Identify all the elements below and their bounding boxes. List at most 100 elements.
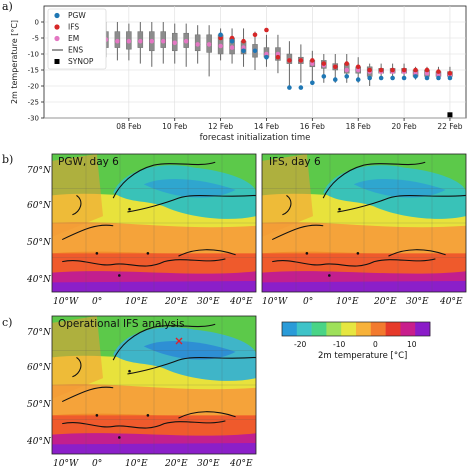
ifs-point	[413, 67, 418, 73]
lat-label-40-c: 40°N	[27, 437, 51, 447]
map-station-marker	[95, 414, 99, 417]
legend-marker-em	[54, 35, 60, 42]
colorbar-tick-m20: -20	[294, 340, 307, 349]
xtick-label: 12 Feb	[208, 122, 233, 131]
ytick-label: -15	[28, 67, 39, 75]
map-frame	[51, 315, 257, 455]
em-point	[218, 43, 223, 49]
ensemble-boxplot-chart: 0 -5 -10 -15 -20 -25 -30 08 Feb 10 Feb 12 Feb 14 F…	[10, 5, 467, 143]
colorbar-segment	[356, 322, 372, 336]
lon-label-40e: 40°E	[230, 297, 253, 307]
map-station-marker	[328, 274, 331, 277]
legend-marker-ifs	[54, 24, 60, 30]
lat-label-70-c: 70°N	[27, 328, 51, 338]
pgw-point	[424, 75, 430, 81]
colorbar-label: 2m temperature [°C]	[318, 351, 408, 361]
pgw-point	[229, 38, 235, 44]
xtick-label: 14 Feb	[254, 122, 279, 131]
em-point	[264, 51, 269, 57]
map-station-marker	[146, 414, 150, 417]
em-point	[310, 61, 315, 66]
xtick-label: 18 Feb	[346, 122, 371, 131]
lat-label-60: 60°N	[27, 201, 51, 211]
pgw-point	[321, 74, 327, 79]
map-frame	[51, 153, 257, 293]
pgw-point	[264, 54, 269, 60]
ytick-label: -5	[32, 35, 39, 43]
ifs-point	[321, 61, 327, 66]
pgw-point	[287, 85, 292, 90]
pgw-point	[390, 75, 395, 81]
chart-legend: PGW IFS EM ENS SYNOP	[47, 8, 107, 70]
colorbar-tick-10: 10	[407, 340, 417, 349]
em-point	[344, 67, 350, 73]
ifs-point	[264, 27, 269, 33]
lon-label-0-right: 0°	[303, 297, 314, 307]
map-coldest-region	[143, 340, 236, 360]
pgw-point	[355, 77, 361, 82]
lon-label-30e-right: 30°E	[406, 297, 429, 307]
map-station-marker	[95, 252, 99, 255]
ifs-point	[390, 67, 395, 73]
pgw-point	[252, 48, 258, 54]
lon-label-30e-c: 30°E	[197, 459, 220, 469]
em-point	[195, 42, 200, 47]
em-point	[172, 40, 178, 46]
xtick-label: 16 Feb	[300, 122, 325, 131]
lon-label-10w-right: 10°W	[262, 297, 288, 307]
colorbar-segment	[385, 322, 401, 336]
map-station-marker	[118, 274, 121, 277]
xtick-label: 20 Feb	[391, 122, 416, 131]
em-point	[206, 42, 212, 47]
em-point	[436, 72, 441, 78]
lon-label-40e-c: 40°E	[230, 459, 253, 469]
colorbar-segment	[400, 322, 416, 336]
ifs-point	[241, 38, 246, 44]
legend-marker-pgw	[54, 12, 60, 19]
ifs-point	[218, 35, 223, 41]
em-point	[424, 70, 430, 76]
ytick-label: 0	[35, 19, 39, 27]
lon-label-10w-c: 10°W	[53, 459, 79, 469]
em-point	[138, 38, 143, 44]
map-frame	[261, 153, 467, 293]
map-operational-ifs	[51, 315, 257, 455]
ifs-point	[447, 70, 453, 76]
pgw-point	[436, 75, 441, 81]
pgw-point	[218, 32, 223, 38]
ifs-point	[424, 67, 430, 73]
y-axis-label: 2m temperature [°C]	[10, 20, 19, 104]
ytick-label: -30	[28, 115, 39, 123]
ifs-point	[310, 58, 315, 63]
legend-label-ens: ENS	[68, 46, 83, 55]
map-atlantic	[262, 154, 313, 237]
map-atlantic	[52, 154, 103, 237]
legend-marker-synop	[54, 59, 60, 64]
legend-label-synop: SYNOP	[68, 57, 94, 66]
map-station-marker	[305, 252, 309, 255]
pgw-point	[367, 75, 372, 81]
ifs-point	[401, 67, 407, 73]
em-point	[355, 67, 361, 73]
pgw-point	[310, 80, 315, 86]
pgw-point	[401, 75, 407, 81]
map-station-marker	[128, 369, 131, 373]
ifs-point	[436, 69, 441, 74]
lon-label-20e-right: 20°E	[374, 297, 397, 307]
panel-a-label: a)	[2, 0, 13, 13]
panel-c-map	[51, 315, 431, 455]
colorbar-segment	[296, 322, 312, 336]
lon-label-30e: 30°E	[197, 297, 220, 307]
lon-label-10e-c: 10°E	[125, 459, 148, 469]
lon-label-20e: 20°E	[165, 297, 188, 307]
panel-c-label: c)	[2, 316, 13, 329]
lat-label-50-c: 50°N	[27, 400, 51, 410]
em-point	[413, 70, 418, 76]
map-station-marker	[356, 252, 360, 255]
lon-label-10e: 10°E	[125, 297, 148, 307]
em-point	[126, 38, 132, 44]
lon-label-10e-right: 10°E	[336, 297, 359, 307]
pgw-point	[413, 74, 418, 79]
pgw-point	[298, 85, 304, 90]
map-pgw-title: PGW, day 6	[58, 156, 119, 168]
